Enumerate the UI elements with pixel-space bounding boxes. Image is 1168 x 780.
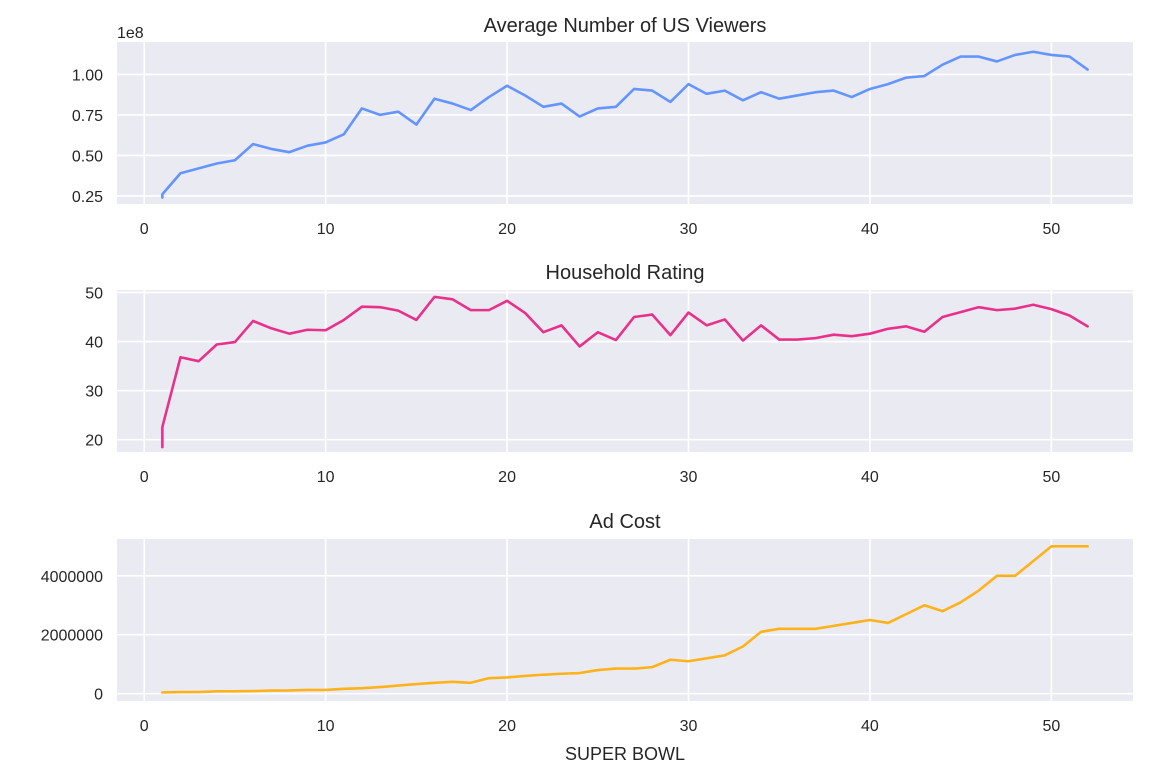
chart-title: Ad Cost bbox=[589, 511, 661, 533]
chart-panel-ad-cost: Ad Cost 0 10 20 30 40 50 0 2000000 4000000 bbox=[41, 511, 1133, 735]
y-tick-label: 50 bbox=[85, 285, 103, 302]
y-tick-label: 0 bbox=[94, 687, 103, 704]
y-tick-label: 40 bbox=[85, 335, 103, 352]
x-tick-label: 0 bbox=[140, 221, 149, 238]
x-tick-label: 40 bbox=[861, 718, 879, 735]
x-tick-label: 50 bbox=[1042, 718, 1060, 735]
x-tick-label: 0 bbox=[140, 469, 149, 486]
y-tick-label: 0.25 bbox=[72, 189, 103, 206]
y-tick-label: 2000000 bbox=[41, 628, 103, 645]
y-offset-label: 1e8 bbox=[117, 25, 144, 42]
plot-area bbox=[117, 290, 1133, 452]
y-tick-label: 0.50 bbox=[72, 148, 103, 165]
chart-panel-household-rating: Household Rating 0 10 20 30 40 50 20 30 40 50 bbox=[85, 262, 1133, 486]
y-tick-label: 4000000 bbox=[41, 569, 103, 586]
x-tick-label: 10 bbox=[317, 221, 335, 238]
x-tick-label: 50 bbox=[1042, 221, 1060, 238]
plot-area bbox=[117, 42, 1133, 204]
series-line-viewers bbox=[161, 50, 1089, 199]
x-tick-label: 30 bbox=[680, 469, 698, 486]
x-tick-label: 30 bbox=[680, 718, 698, 735]
y-tick-label: 20 bbox=[85, 433, 103, 450]
chart-panel-viewers: Average Number of US Viewers 1e8 0 10 20 30… bbox=[72, 15, 1133, 238]
x-tick-label: 40 bbox=[861, 469, 879, 486]
x-tick-label: 20 bbox=[498, 469, 516, 486]
plot-area bbox=[117, 539, 1133, 701]
x-tick-label: 0 bbox=[140, 718, 149, 735]
y-tick-label: 1.00 bbox=[72, 67, 103, 84]
y-tick-label: 30 bbox=[85, 384, 103, 401]
chart-title: Household Rating bbox=[546, 262, 705, 284]
series-line-ad-cost bbox=[161, 545, 1089, 694]
x-tick-label: 40 bbox=[861, 221, 879, 238]
x-tick-label: 50 bbox=[1042, 469, 1060, 486]
x-tick-label: 10 bbox=[317, 718, 335, 735]
series-line-household-rating bbox=[161, 295, 1089, 449]
x-tick-label: 30 bbox=[680, 221, 698, 238]
x-tick-label: 20 bbox=[498, 221, 516, 238]
x-tick-label: 20 bbox=[498, 718, 516, 735]
x-axis-label: SUPER BOWL bbox=[565, 744, 685, 764]
x-tick-label: 10 bbox=[317, 469, 335, 486]
chart-title: Average Number of US Viewers bbox=[484, 15, 767, 37]
y-tick-label: 0.75 bbox=[72, 108, 103, 125]
